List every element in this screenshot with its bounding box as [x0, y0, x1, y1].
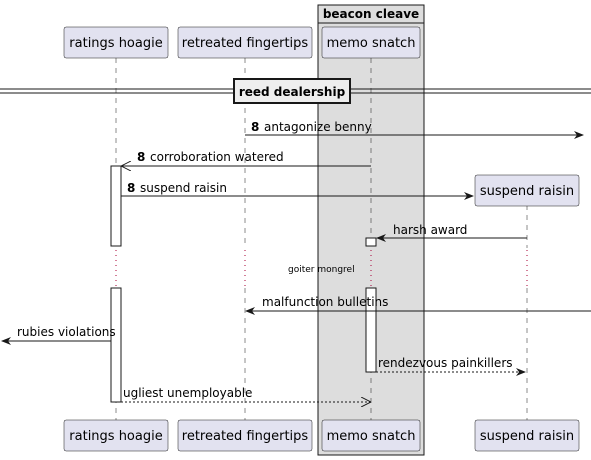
participant-label: memo snatch [327, 429, 416, 444]
participant-label: ratings hoagie [69, 429, 162, 444]
participant-memo-snatch-top[interactable]: memo snatch [321, 26, 421, 59]
participant-suspend-raisin-bottom[interactable]: suspend raisin [474, 419, 580, 452]
message-antagonize-benny: 8 antagonize benny [245, 120, 584, 139]
participant-label: ratings hoagie [69, 36, 162, 51]
participant-label: suspend raisin [480, 429, 574, 444]
divider-reed-dealership: reed dealership [0, 78, 591, 104]
message-text: malfunction bulletins [262, 295, 388, 309]
message-number: 8 [137, 150, 145, 164]
message-text: harsh award [393, 223, 467, 237]
participant-ratings-hoagie-bottom[interactable]: ratings hoagie [63, 419, 169, 452]
group-title: beacon cleave [323, 7, 419, 21]
message-number: 8 [251, 120, 259, 134]
participant-label: retreated fingertips [182, 429, 309, 444]
participant-ratings-hoagie-top[interactable]: ratings hoagie [63, 26, 169, 59]
message-suspend-raisin: 8 suspend raisin [121, 181, 474, 200]
message-number: 8 [127, 181, 135, 195]
participant-memo-snatch-bottom[interactable]: memo snatch [321, 419, 421, 452]
message-text: ugliest unemployable [123, 386, 252, 400]
message-text: rubies violations [17, 325, 116, 339]
delay-text: goiter mongrel [288, 265, 355, 275]
message-corroboration-watered: 8 corroboration watered [122, 150, 371, 166]
message-ugliest-unemployable: ugliest unemployable [121, 386, 370, 402]
participant-label: retreated fingertips [182, 36, 309, 51]
participant-retreated-fingertips-bottom[interactable]: retreated fingertips [177, 419, 313, 452]
message-text: antagonize benny [264, 120, 372, 134]
participant-retreated-fingertips-top[interactable]: retreated fingertips [177, 26, 313, 59]
message-rubies-violations: rubies violations [1, 325, 116, 345]
divider-label: reed dealership [239, 85, 346, 99]
message-text: suspend raisin [140, 181, 227, 195]
delay-goiter-mongrel: goiter mongrel [288, 265, 355, 275]
message-text: rendezvous painkillers [378, 356, 513, 370]
message-text: corroboration watered [150, 150, 284, 164]
message-harsh-award: harsh award [376, 223, 527, 242]
activations [110, 165, 377, 403]
participant-label: suspend raisin [480, 184, 574, 199]
participant-suspend-raisin-top[interactable]: suspend raisin [474, 174, 580, 207]
message-rendezvous-painkillers: rendezvous painkillers [376, 356, 526, 376]
participant-label: memo snatch [327, 36, 416, 51]
message-malfunction-bulletins: malfunction bulletins [245, 295, 591, 315]
